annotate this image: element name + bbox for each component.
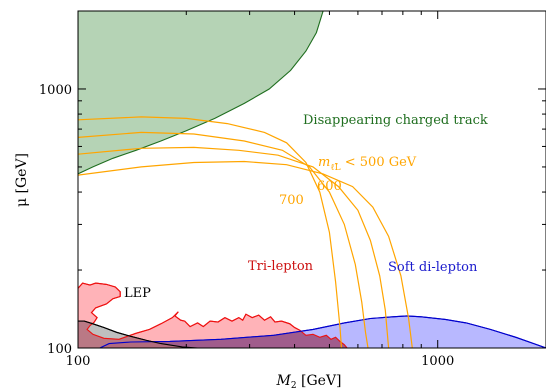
contour-500-label-m: m [318, 155, 330, 170]
plot-area [78, 11, 546, 348]
x-axis-label-sub: 2 [291, 381, 297, 388]
mass-contour-2 [78, 146, 390, 348]
disappearing-track-region [78, 11, 324, 175]
trilepton-region-outline [78, 282, 348, 348]
disappearing-track-label: Disappearing charged track [303, 113, 488, 128]
contour-700-label: 700 [279, 193, 304, 208]
x-tick-label: 1000 [421, 354, 454, 369]
y-axis-label: μ [GeV] [14, 153, 30, 207]
lep-region-outline [78, 320, 198, 348]
mass-contour-1 [78, 131, 369, 348]
mass-contour-3 [78, 160, 413, 348]
contour-500-label: mℓ̃L < 500 GeV [318, 155, 417, 173]
plot-frame [77, 10, 546, 349]
x-axis-label-main: M [275, 373, 291, 388]
contour-500-label-rest: < 500 GeV [341, 155, 417, 170]
y-tick-label: 1000 [39, 83, 72, 98]
axes-layer: 100 1000 100 1000 [39, 10, 546, 369]
labels-layer: Disappearing charged track Tri-lepton So… [14, 113, 488, 388]
x-tick-label: 100 [66, 354, 91, 369]
x-axis-label: M2 [GeV] [275, 373, 341, 388]
soft-dilepton-label: Soft di-lepton [388, 260, 478, 275]
contour-600-label: 600 [317, 179, 342, 194]
mass-contour-0 [78, 116, 343, 348]
y-tick-label: 100 [47, 342, 72, 357]
trilepton-label: Tri-lepton [248, 259, 314, 274]
lep-label: LEP [124, 286, 151, 301]
contours-layer [78, 116, 413, 348]
x-axis-label-unit: [GeV] [297, 373, 342, 388]
soft-dilepton-region-outline [99, 315, 546, 348]
lep-trilepton-overlap [78, 321, 198, 348]
contour-500-label-sub: ℓ̃L [330, 163, 340, 173]
